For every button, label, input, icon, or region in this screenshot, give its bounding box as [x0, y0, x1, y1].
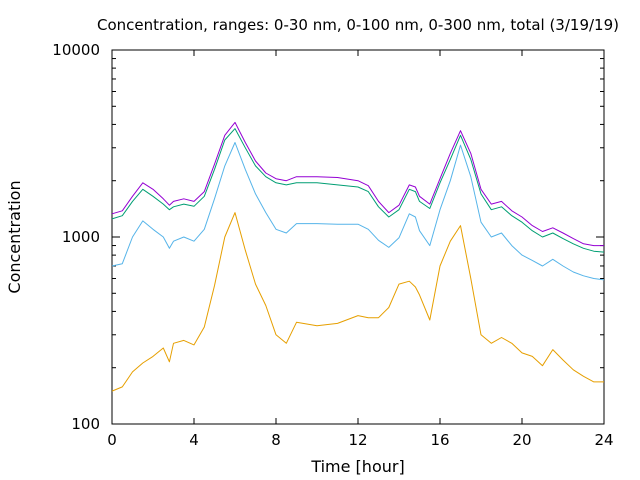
y-axis-label: Concentration — [5, 180, 24, 293]
x-tick-label: 8 — [271, 431, 281, 449]
x-axis-label: Time [hour] — [310, 457, 404, 476]
series-line-3 — [111, 128, 605, 253]
x-tick-label: 16 — [430, 431, 449, 449]
x-tick-label: 24 — [594, 431, 613, 449]
series-layer — [111, 121, 605, 392]
series-line-4 — [111, 121, 604, 247]
axis-ticks: 0 4 8 12 16 20 24 100 1000 10000 — [52, 41, 613, 449]
x-tick-label: 4 — [189, 431, 199, 449]
y-tick-label: 100 — [71, 415, 100, 433]
y-tick-label: 10000 — [52, 41, 100, 59]
chart-title: Concentration, ranges: 0-30 nm, 0-100 nm… — [97, 16, 619, 34]
x-tick-label: 12 — [348, 431, 367, 449]
plot-frame — [111, 49, 605, 425]
x-tick-label: 0 — [107, 431, 117, 449]
series-line-2 — [111, 142, 605, 281]
x-tick-label: 20 — [512, 431, 531, 449]
y-tick-label: 1000 — [62, 228, 100, 246]
series-line-1 — [111, 212, 604, 392]
